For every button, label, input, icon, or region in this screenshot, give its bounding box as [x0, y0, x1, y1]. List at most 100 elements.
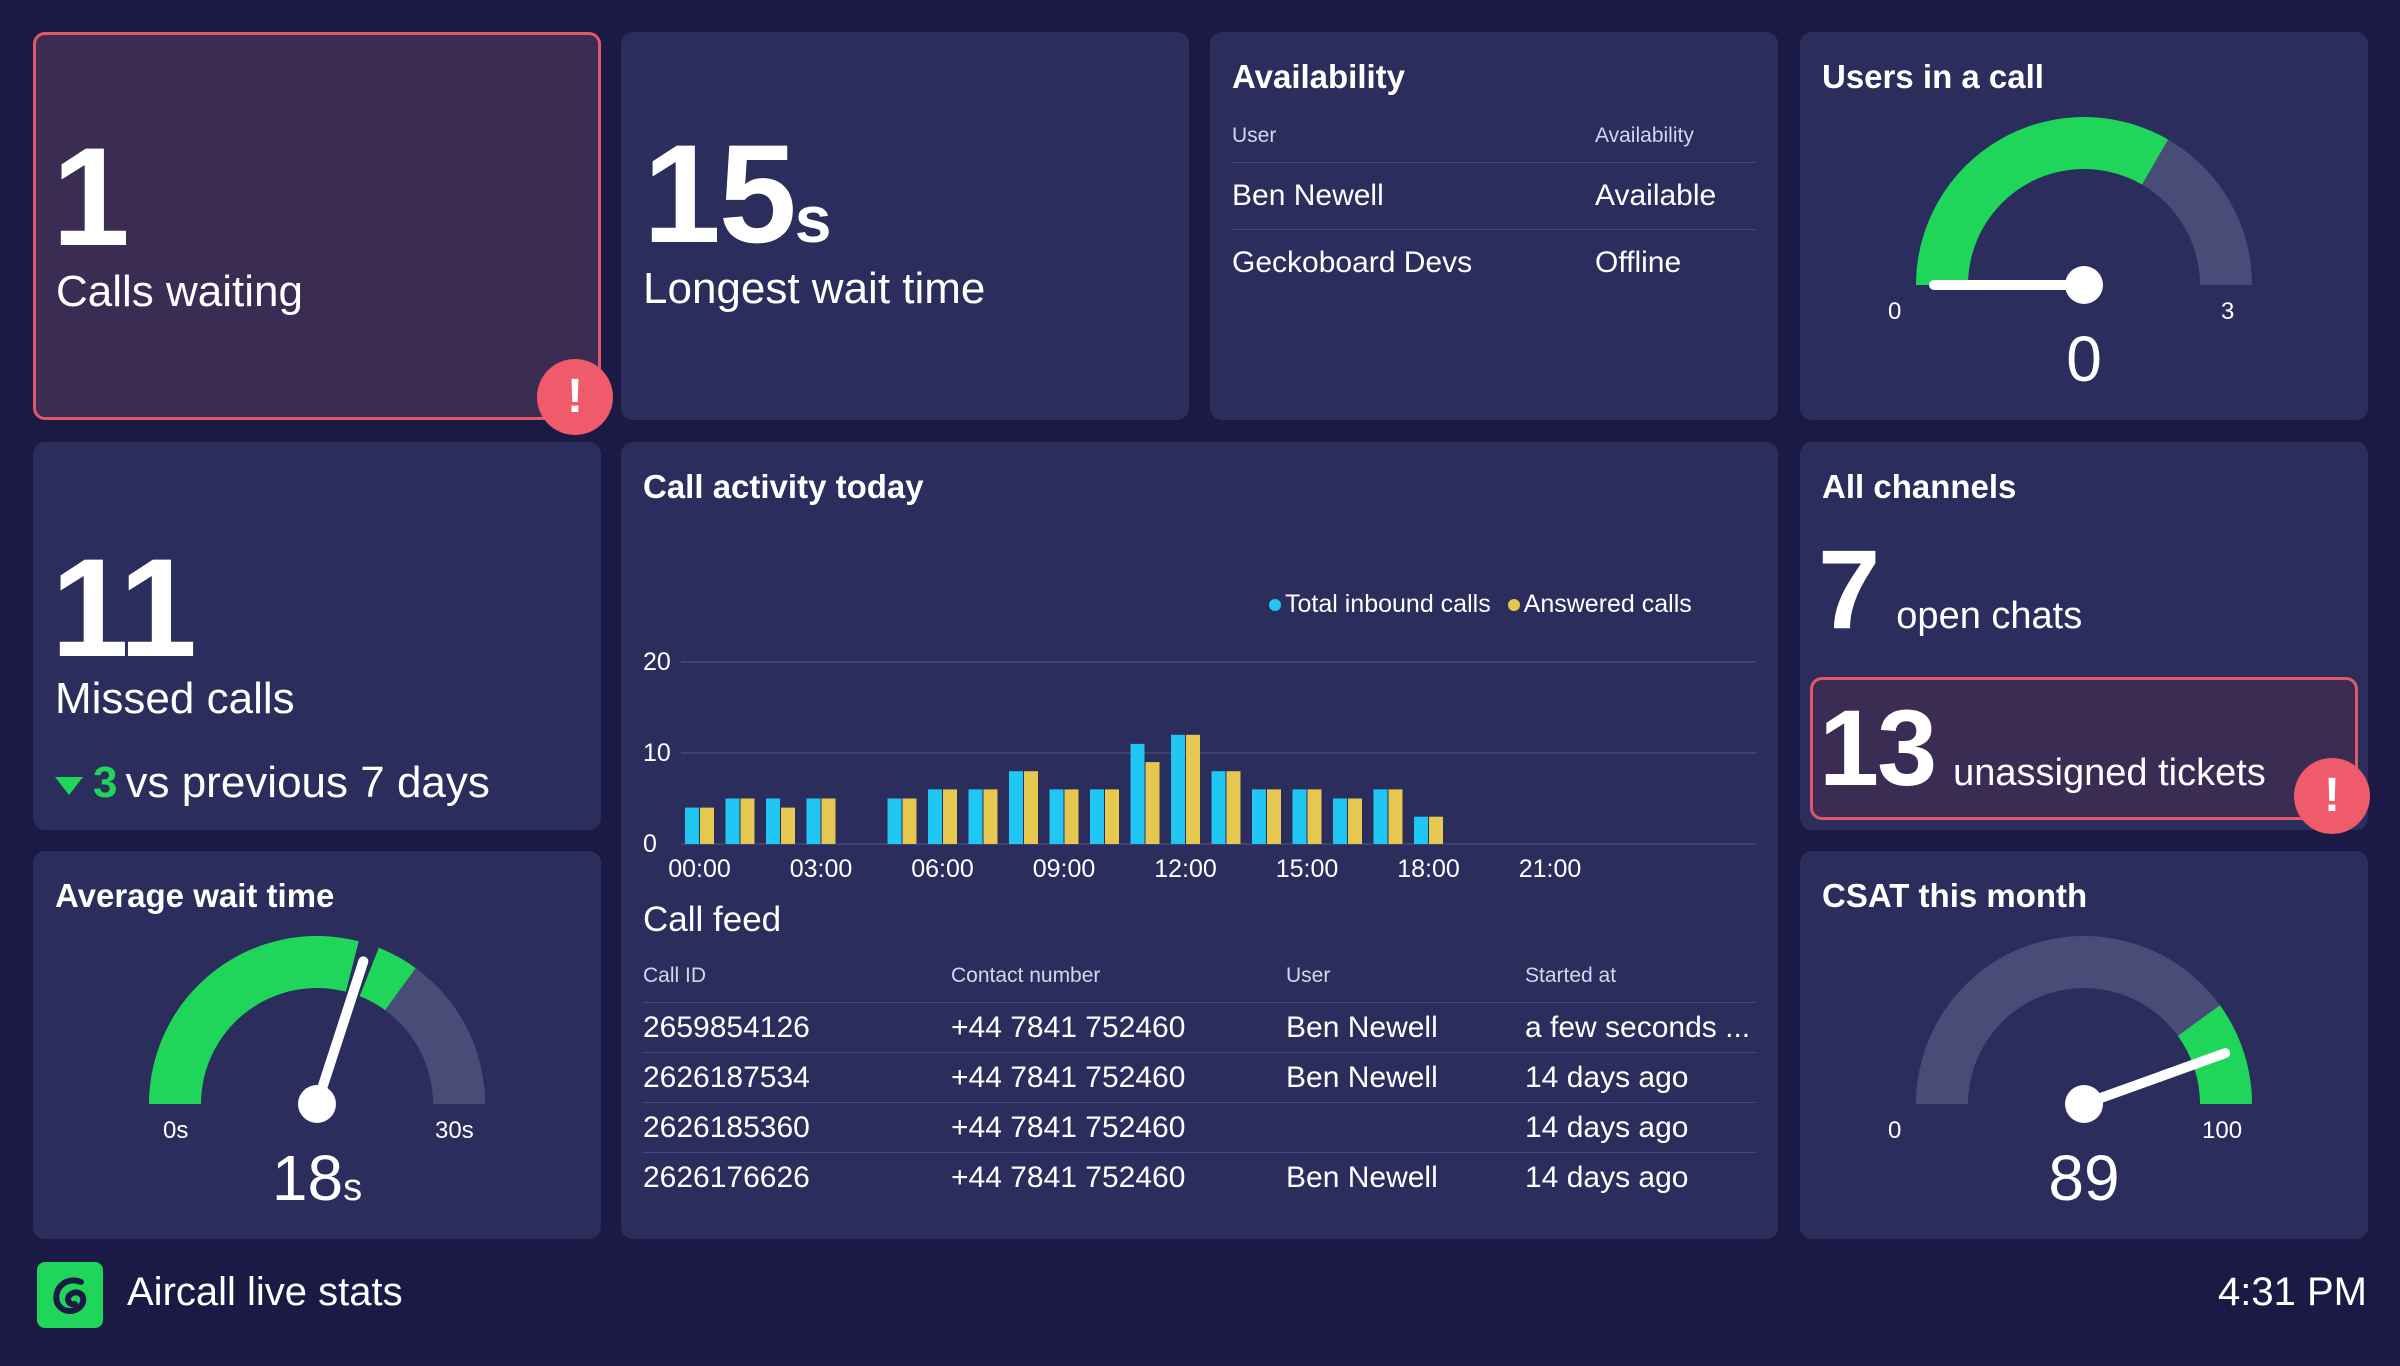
- call-id-cell: 2659854126: [643, 1002, 951, 1053]
- call-id-cell: 2626176626: [643, 1160, 810, 1194]
- users-in-call-gauge-needle-hub: [2065, 266, 2103, 304]
- call-id-cell: 2626185360: [643, 1102, 951, 1153]
- open-chats-value: 7: [1818, 527, 1881, 652]
- triangle-down-icon: [55, 777, 83, 796]
- avg-wait-tile: Average wait time 0s 30s 18s: [33, 851, 601, 1239]
- legend-swatch-inbound: [1269, 599, 1281, 612]
- csat-value: 89: [2048, 1142, 2120, 1214]
- users-in-call-min: 0: [1888, 298, 1902, 325]
- call-activity-chart: 0 10 20 00:00 03:00 06:00 09:00 12:00 15:00 18:00…: [643, 648, 1756, 883]
- availability-header-row: User Availability: [1232, 124, 1756, 163]
- all-channels-tile: All channels 7 open chats 13 unassigned ti…: [1800, 442, 2368, 830]
- bar-total-inbound: [1049, 789, 1064, 844]
- bar-answered: [943, 789, 957, 844]
- users-in-call-gauge-arc-1: [2142, 139, 2252, 285]
- legend-inbound: Total inbound calls: [1285, 590, 1491, 618]
- availability-col-user: User: [1232, 124, 1595, 163]
- bar-answered: [700, 807, 714, 844]
- bar-total-inbound: [928, 789, 942, 844]
- missed-calls-value: 11: [51, 529, 197, 686]
- availability-status: Offline: [1595, 246, 1682, 280]
- avg-wait-number: 18: [271, 1142, 344, 1214]
- bar-total-inbound: [1333, 798, 1347, 844]
- call-activity-title: Call activity today: [643, 468, 924, 505]
- user-cell: Ben Newell: [1286, 1052, 1525, 1103]
- table-row: Ben Newell Available: [1232, 162, 1756, 230]
- bar-answered: [1307, 789, 1322, 844]
- bar-total-inbound: [766, 798, 780, 844]
- csat-min: 0: [1888, 1117, 1902, 1144]
- users-in-call-gauge: [1916, 117, 2252, 304]
- unassigned-tickets-value: 13: [1819, 687, 1937, 808]
- bar-total-inbound: [968, 789, 983, 844]
- started-at-cell: 14 days ago: [1525, 1052, 1756, 1103]
- bar-total-inbound: [887, 798, 902, 844]
- x-tick-label: 12:00: [1154, 855, 1217, 883]
- y-tick-label: 10: [643, 739, 671, 767]
- missed-calls-trend: 3 vs previous 7 days: [55, 758, 490, 808]
- bar-total-inbound: [1090, 789, 1104, 844]
- bar-total-inbound: [685, 807, 699, 844]
- bar-total-inbound: [806, 798, 821, 844]
- bar-answered: [1226, 771, 1241, 844]
- legend-answered: Answered calls: [1523, 590, 1692, 618]
- avg-wait-gauge: [149, 936, 485, 1123]
- started-at-cell: 14 days ago: [1525, 1102, 1756, 1153]
- bar-total-inbound: [1171, 734, 1185, 844]
- call-activity-tile: Call activity today Total inbound calls …: [621, 442, 1778, 1239]
- aircall-logo-glyph: [53, 1277, 87, 1314]
- contact-number-cell: +44 7841 752460: [951, 1102, 1286, 1153]
- x-tick-label: 15:00: [1276, 855, 1339, 883]
- availability-col-status: Availability: [1595, 124, 1756, 163]
- started-at-cell: 14 days ago: [1525, 1160, 1689, 1194]
- bar-answered: [1348, 798, 1362, 844]
- longest-wait-number: 15: [643, 115, 797, 272]
- calls-waiting-tile: 1 Calls waiting: [33, 32, 601, 420]
- call-feed-title: Call feed: [643, 900, 782, 939]
- all-channels-title: All channels: [1822, 468, 2017, 505]
- bar-total-inbound: [725, 798, 740, 844]
- user-cell: Ben Newell: [1286, 1160, 1438, 1194]
- bar-answered: [1388, 789, 1403, 844]
- unassigned-tickets-row: 13 unassigned tickets: [1819, 694, 2266, 802]
- bar-total-inbound: [1292, 789, 1307, 844]
- longest-wait-tile: 15s Longest wait time: [621, 32, 1189, 420]
- bar-answered: [1064, 789, 1079, 844]
- x-tick-label: 03:00: [790, 855, 853, 883]
- avg-wait-gauge-arc-1: [359, 947, 416, 1011]
- clock: 4:31 PM: [2218, 1270, 2367, 1314]
- avg-wait-gauge-arc-2: [385, 968, 485, 1104]
- calls-waiting-label: Calls waiting: [56, 267, 303, 316]
- bar-answered: [740, 798, 755, 844]
- bar-total-inbound: [1009, 771, 1023, 844]
- user-cell: [1286, 1102, 1525, 1153]
- y-tick-label: 0: [643, 830, 657, 858]
- x-tick-label: 00:00: [668, 855, 731, 883]
- users-in-call-tile: Users in a call 0 3 0: [1800, 32, 2368, 420]
- call-feed-col-id: Call ID: [643, 964, 951, 1003]
- avg-wait-gauge-needle: [312, 956, 369, 1109]
- table-row: Geckoboard Devs Offline: [1232, 230, 1756, 297]
- availability-user: Ben Newell: [1232, 162, 1595, 230]
- call-id-cell: 2626187534: [643, 1052, 951, 1103]
- x-tick-label: 06:00: [911, 855, 974, 883]
- availability-status: Available: [1595, 162, 1756, 230]
- users-in-call-value: 0: [2066, 323, 2102, 395]
- bar-answered: [1429, 816, 1443, 844]
- availability-table: User Availability Ben Newell Available G…: [1232, 124, 1756, 297]
- bar-total-inbound: [1373, 789, 1388, 844]
- user-cell: Ben Newell: [1286, 1002, 1525, 1053]
- users-in-call-max: 3: [2221, 298, 2235, 325]
- x-tick-label: 18:00: [1397, 855, 1460, 883]
- bar-answered: [1105, 789, 1119, 844]
- bar-answered: [1145, 762, 1160, 844]
- unassigned-tickets-box: 13 unassigned tickets: [1810, 677, 2358, 820]
- x-tick-label: 21:00: [1519, 855, 1582, 883]
- bar-answered: [1186, 734, 1200, 844]
- bar-answered: [902, 798, 917, 844]
- aircall-logo-icon: [37, 1262, 103, 1328]
- avg-wait-unit: s: [343, 1167, 363, 1209]
- avg-wait-title: Average wait time: [55, 877, 335, 914]
- longest-wait-value: 15s: [643, 124, 831, 264]
- call-feed-table: Call ID Contact number User Started at 2…: [643, 964, 1756, 1203]
